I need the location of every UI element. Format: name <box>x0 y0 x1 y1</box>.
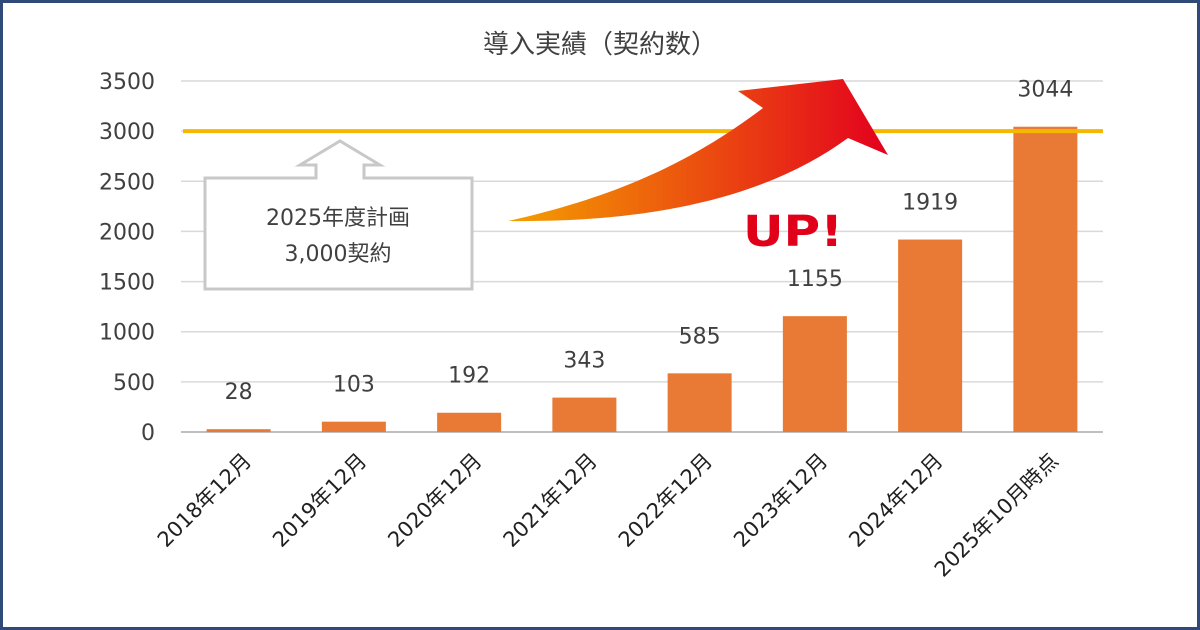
y-axis-ticks: 0 500 1000 1500 2000 2500 3000 3500 <box>99 70 155 446</box>
callout-line1: 2025年度計画 <box>266 206 410 231</box>
data-label: 28 <box>225 380 253 405</box>
bars <box>206 126 1078 432</box>
y-tick-label: 1000 <box>99 321 155 346</box>
y-tick-label: 1500 <box>99 271 155 296</box>
x-axis-labels: 2018年12月 2019年12月 2020年12月 2021年12月 2022年12月… <box>153 449 1063 582</box>
data-label: 1919 <box>902 191 958 216</box>
callout-line2: 3,000契約 <box>285 242 392 267</box>
bar <box>1013 126 1078 432</box>
x-tick-label: 2020年12月 <box>383 449 486 552</box>
bar-chart: 導入実績（契約数） 0 500 1000 1500 2000 2500 3000 3500 2… <box>99 30 1103 582</box>
callout-box <box>203 139 474 291</box>
bar <box>782 316 847 432</box>
bar <box>667 373 732 432</box>
x-tick-label: 2024年12月 <box>844 449 947 552</box>
data-label: 3044 <box>1017 78 1073 103</box>
y-tick-label: 3500 <box>99 70 155 95</box>
plan-callout: 2025年度計画 3,000契約 <box>203 139 474 291</box>
chart-title: 導入実績（契約数） <box>483 30 717 60</box>
bar <box>898 239 963 432</box>
growth-arrow-icon <box>508 79 888 222</box>
data-label: 585 <box>679 324 721 349</box>
bar <box>321 421 386 432</box>
y-tick-label: 0 <box>141 421 155 446</box>
x-tick-label: 2022年12月 <box>614 449 717 552</box>
bar <box>206 429 271 432</box>
data-label: 192 <box>448 364 490 389</box>
data-label: 1155 <box>787 267 843 292</box>
y-tick-label: 500 <box>113 371 155 396</box>
x-tick-label: 2025年10月時点 <box>930 449 1063 582</box>
data-label: 103 <box>333 373 375 398</box>
up-text: UP! <box>743 207 843 256</box>
y-tick-label: 2000 <box>99 220 155 245</box>
x-tick-label: 2023年12月 <box>729 449 832 552</box>
x-tick-label: 2021年12月 <box>499 449 602 552</box>
data-labels: 28 103 192 343 585 1155 1919 3044 <box>225 78 1074 405</box>
x-tick-label: 2018年12月 <box>153 449 256 552</box>
y-tick-label: 3000 <box>99 120 155 145</box>
x-tick-label: 2019年12月 <box>268 449 371 552</box>
y-tick-label: 2500 <box>99 170 155 195</box>
bar <box>437 412 502 432</box>
bar <box>552 397 617 432</box>
data-label: 343 <box>563 349 605 374</box>
